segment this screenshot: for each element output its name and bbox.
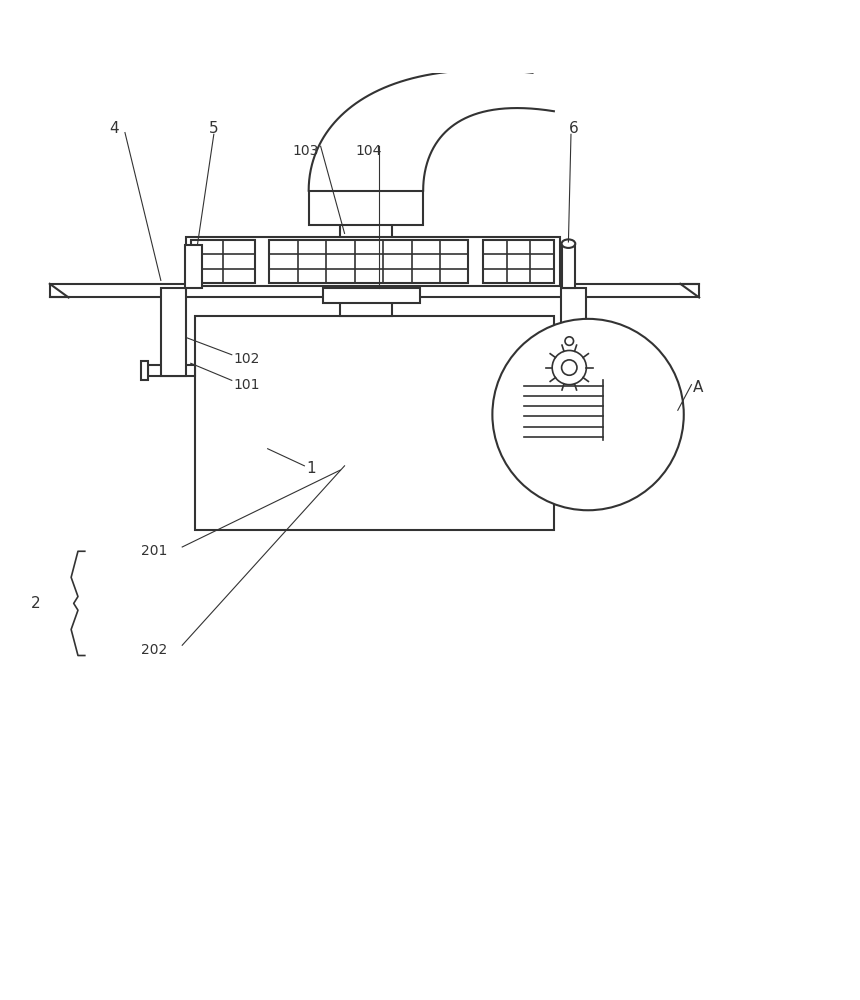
Text: 201: 201 — [141, 544, 168, 558]
Text: 103: 103 — [293, 144, 319, 158]
Text: 5: 5 — [209, 121, 218, 136]
Text: 202: 202 — [141, 643, 168, 657]
Bar — [269, 240, 469, 283]
Bar — [309, 191, 423, 225]
Bar — [187, 237, 560, 286]
Bar — [50, 284, 699, 297]
Circle shape — [493, 319, 684, 510]
Bar — [141, 361, 148, 380]
Bar — [562, 244, 575, 288]
Text: 4: 4 — [109, 121, 119, 136]
Bar — [561, 288, 587, 376]
Bar — [191, 240, 255, 283]
Bar — [597, 361, 604, 380]
Bar — [195, 316, 554, 530]
Bar — [483, 240, 554, 283]
Bar — [185, 245, 202, 288]
Circle shape — [562, 360, 577, 375]
Text: 1: 1 — [306, 461, 316, 476]
Ellipse shape — [562, 239, 575, 248]
Bar — [148, 365, 195, 376]
Text: A: A — [693, 380, 703, 395]
Text: 101: 101 — [233, 378, 260, 392]
Text: 102: 102 — [233, 352, 260, 366]
Bar — [323, 288, 420, 303]
Bar — [161, 288, 187, 376]
Text: 6: 6 — [568, 121, 579, 136]
Circle shape — [552, 350, 587, 385]
Circle shape — [565, 337, 574, 345]
Bar — [554, 365, 597, 376]
Bar — [341, 197, 391, 316]
Text: 104: 104 — [355, 144, 382, 158]
Text: 2: 2 — [30, 596, 40, 611]
